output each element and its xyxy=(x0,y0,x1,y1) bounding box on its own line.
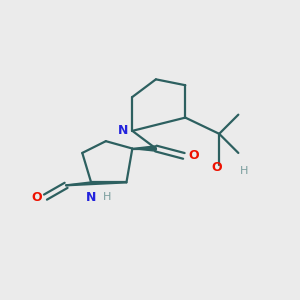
Polygon shape xyxy=(132,146,156,151)
Text: O: O xyxy=(189,149,200,162)
Text: N: N xyxy=(118,124,129,137)
Text: N: N xyxy=(86,190,96,204)
Text: H: H xyxy=(240,166,248,176)
Text: O: O xyxy=(31,190,42,204)
Text: O: O xyxy=(211,161,222,174)
Text: H: H xyxy=(103,192,112,202)
